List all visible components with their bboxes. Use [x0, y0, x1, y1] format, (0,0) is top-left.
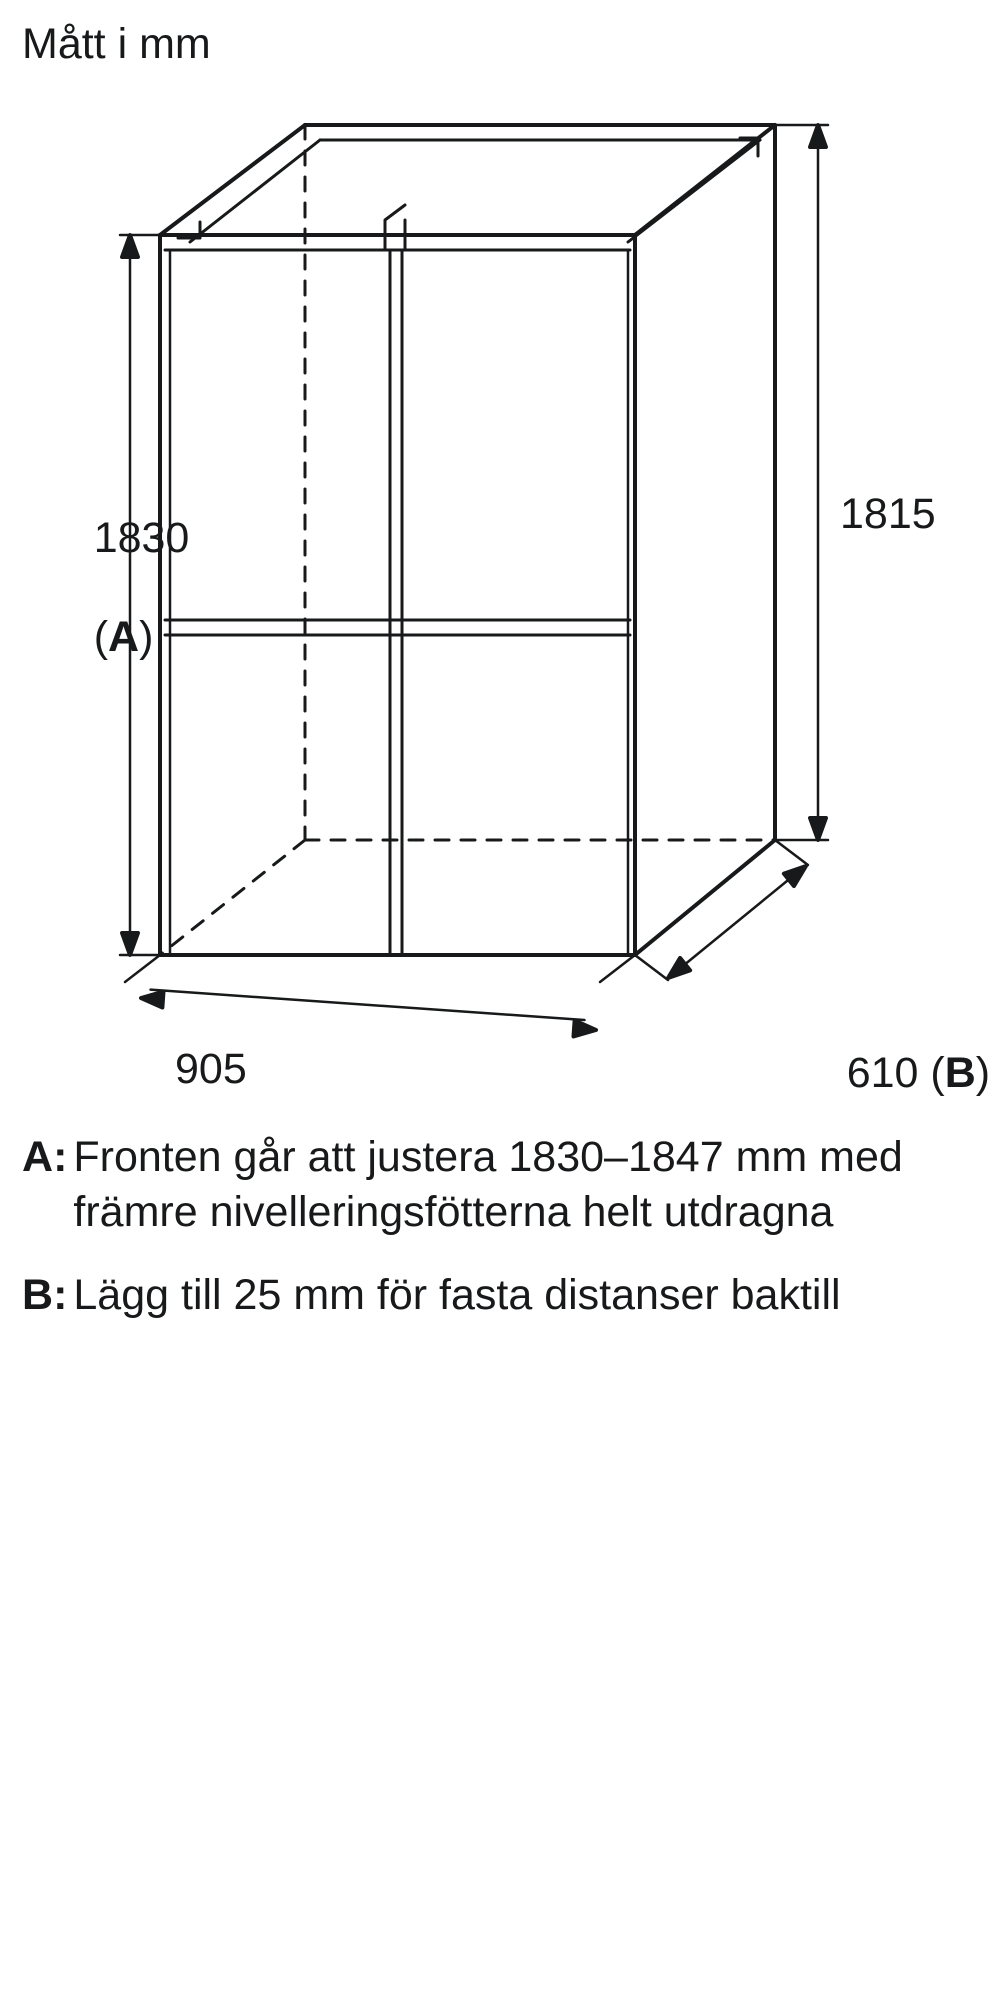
dim-height-back-label: 1815 — [840, 490, 936, 539]
note-b: B Lägg till 25 mm för fasta distanser ba… — [22, 1268, 978, 1323]
dim-depth-value: 610 — [847, 1049, 919, 1097]
page: Mått i mm 1830 (A) 1815 905 610 (B) — [0, 0, 1000, 2000]
note-b-text: Lägg till 25 mm för fasta distanser bakt… — [73, 1268, 978, 1323]
note-a-key: A — [22, 1130, 67, 1240]
dim-width-label: 905 — [175, 1045, 247, 1094]
dim-depth-label: 610 (B) — [775, 1000, 990, 1148]
dim-height-front-value: 1830 — [94, 514, 190, 562]
dimension-diagram: 1830 (A) 1815 905 610 (B) — [0, 60, 1000, 1110]
note-a: A Fronten går att justera 1830–1847 mm m… — [22, 1130, 978, 1240]
notes: A Fronten går att justera 1830–1847 mm m… — [22, 1130, 978, 1351]
note-a-text: Fronten går att justera 1830–1847 mm med… — [73, 1130, 978, 1240]
dim-height-front-ref: (A) — [94, 613, 154, 661]
dim-height-front-label: 1830 (A) — [22, 465, 189, 712]
note-b-key: B — [22, 1268, 67, 1323]
